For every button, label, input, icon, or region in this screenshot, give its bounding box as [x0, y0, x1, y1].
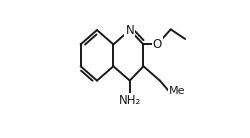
Text: O: O — [152, 38, 162, 51]
Text: NH₂: NH₂ — [119, 94, 141, 107]
Text: N: N — [126, 24, 134, 37]
Text: Me: Me — [169, 86, 185, 96]
